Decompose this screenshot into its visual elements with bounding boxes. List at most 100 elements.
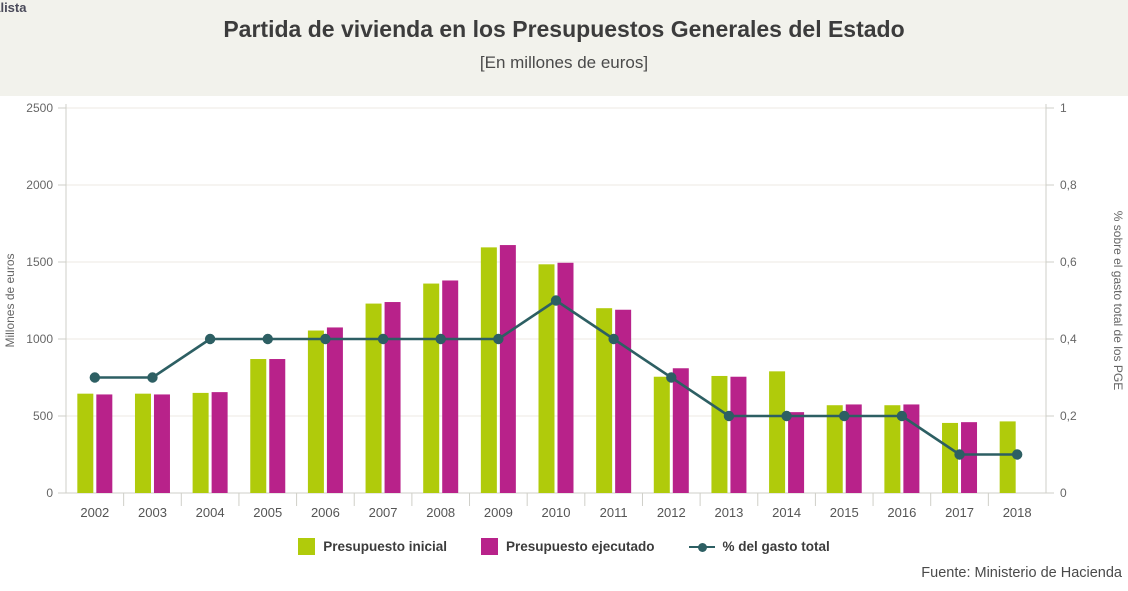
line-marker xyxy=(89,372,101,383)
x-tick-label: 2006 xyxy=(311,505,340,520)
bar xyxy=(134,393,151,493)
bar xyxy=(711,375,728,493)
bar xyxy=(442,280,459,493)
x-tick-label: 2004 xyxy=(196,505,225,520)
x-tick-label: 2010 xyxy=(542,505,571,520)
bar xyxy=(826,405,843,493)
line-marker xyxy=(666,372,677,383)
legend-item-label: Presupuesto inicial xyxy=(323,539,447,554)
line-marker xyxy=(954,449,965,460)
y-axis-tick-labels: 0 500 1000 1500 2000 2500 xyxy=(26,101,53,500)
x-tick-label: 2005 xyxy=(253,505,282,520)
bar xyxy=(365,303,382,493)
source-note: Fuente: Ministerio de Hacienda xyxy=(921,565,1122,581)
line-marker xyxy=(550,295,562,306)
legend-item[interactable]: Presupuesto ejecutado xyxy=(480,538,655,555)
y-tick-label: 500 xyxy=(33,409,53,423)
bar xyxy=(557,262,574,493)
y-tick-label: 1500 xyxy=(26,255,53,269)
y-tick-label: 2000 xyxy=(26,178,53,192)
x-tick-label: 2013 xyxy=(714,505,743,520)
bar xyxy=(845,404,862,493)
bar xyxy=(538,264,555,493)
legend-item[interactable]: Presupuesto inicial xyxy=(298,538,447,555)
bar xyxy=(480,247,497,493)
x-tick-label: 2007 xyxy=(369,505,398,520)
x-axis-tick-labels: 2002 2003 2004 2005 2006 2007 2008 2009 2010 2011… xyxy=(80,505,1031,520)
line-marker xyxy=(320,333,331,345)
bar xyxy=(326,327,343,493)
bar xyxy=(903,404,920,493)
bar xyxy=(423,283,440,493)
bar xyxy=(653,376,670,493)
y-axis-title: Millones de euros xyxy=(3,253,17,347)
bar xyxy=(192,392,209,493)
axis-ticks xyxy=(58,104,1054,506)
x-tick-label: 2017 xyxy=(945,505,974,520)
bar xyxy=(269,359,286,493)
x-tick-label: 2011 xyxy=(600,505,628,520)
line-marker xyxy=(1011,449,1023,460)
line-marker xyxy=(377,333,389,345)
bar xyxy=(384,302,401,493)
x-tick-label: 2016 xyxy=(887,505,916,520)
chart-plot-area: 0 500 1000 1500 2000 2500 0 0,2 0,4 0,6 0,8 1 2002… xyxy=(0,96,1128,591)
bar xyxy=(884,405,901,493)
legend-swatch-icon xyxy=(298,538,316,555)
bar xyxy=(307,330,324,493)
line-marker xyxy=(262,333,273,345)
legend-line-marker-icon xyxy=(688,540,715,554)
legend-item-label: Presupuesto ejecutado xyxy=(505,539,655,554)
idealista-watermark: ealista xyxy=(0,0,27,15)
bar xyxy=(153,394,170,493)
x-tick-label: 2009 xyxy=(484,505,513,520)
bar xyxy=(999,421,1016,493)
bar xyxy=(211,392,228,493)
page-subtitle: [En millones de euros] xyxy=(479,53,649,72)
y-tick-label: 1000 xyxy=(26,332,53,346)
line-marker xyxy=(435,333,446,345)
bar xyxy=(788,412,805,493)
x-tick-label: 2008 xyxy=(426,505,455,520)
chart-legend: Presupuesto inicial Presupuesto ejecutado… xyxy=(0,538,1128,555)
legend-item-label: % del gasto total xyxy=(722,539,830,554)
x-tick-label: 2014 xyxy=(772,505,801,520)
bar xyxy=(961,422,978,493)
line-series-group xyxy=(89,295,1023,460)
y2-axis-tick-labels: 0 0,2 0,4 0,6 0,8 1 xyxy=(1060,101,1077,500)
line-marker xyxy=(608,333,619,345)
bar xyxy=(942,422,959,493)
axis-titles: Millones de euros % sobre el gasto total … xyxy=(3,211,1125,390)
bar-series-group xyxy=(77,245,1016,493)
x-tick-label: 2015 xyxy=(830,505,859,520)
bar xyxy=(596,308,613,493)
bar xyxy=(250,359,267,493)
x-tick-label: 2002 xyxy=(80,505,109,520)
line-marker xyxy=(147,372,158,383)
x-tick-label: 2003 xyxy=(138,505,167,520)
line-marker xyxy=(204,333,216,345)
x-tick-label: 2012 xyxy=(657,505,686,520)
line-marker xyxy=(781,410,792,422)
percent-line xyxy=(93,299,1019,456)
bar xyxy=(96,394,113,493)
bar xyxy=(730,376,747,493)
legend-swatch-icon xyxy=(480,538,498,555)
line-marker xyxy=(723,410,735,422)
line-marker xyxy=(896,410,908,422)
bar xyxy=(769,371,786,493)
line-marker xyxy=(839,410,850,422)
bar xyxy=(615,309,632,493)
line-marker xyxy=(493,333,504,345)
y2-tick-label: 0,2 xyxy=(1060,409,1077,423)
y-tick-label: 2500 xyxy=(26,101,53,115)
chart-header-band: ealista Partida de vivienda en los Presu… xyxy=(0,0,1128,96)
bar xyxy=(77,393,94,493)
x-tick-label: 2018 xyxy=(1003,505,1032,520)
y2-tick-label: 0,4 xyxy=(1060,332,1077,346)
y2-axis-title: % sobre el gasto total de los PGE xyxy=(1111,211,1125,390)
y2-tick-label: 0 xyxy=(1060,486,1067,500)
page-title: Partida de vivienda en los Presupuestos … xyxy=(223,16,905,42)
bar xyxy=(499,245,516,493)
legend-item[interactable]: % del gasto total xyxy=(688,539,830,554)
